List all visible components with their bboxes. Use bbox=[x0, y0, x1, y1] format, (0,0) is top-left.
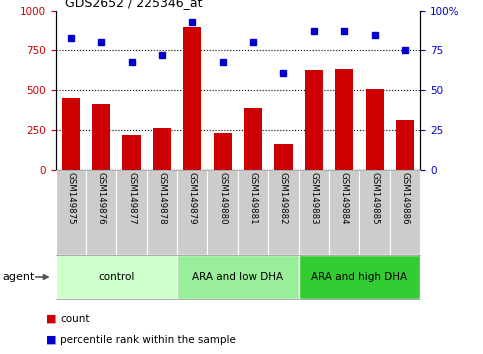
Bar bbox=[213, 133, 232, 170]
Text: agent: agent bbox=[2, 272, 35, 282]
Bar bbox=[274, 144, 293, 170]
Bar bbox=[244, 108, 262, 170]
Text: GSM149885: GSM149885 bbox=[370, 172, 379, 225]
Text: GSM149880: GSM149880 bbox=[218, 172, 227, 225]
Bar bbox=[208, 170, 238, 255]
Bar bbox=[56, 170, 86, 255]
Bar bbox=[298, 170, 329, 255]
Bar bbox=[62, 98, 80, 170]
Bar bbox=[147, 170, 177, 255]
Bar bbox=[359, 170, 390, 255]
Text: GSM149882: GSM149882 bbox=[279, 172, 288, 225]
Text: GSM149875: GSM149875 bbox=[66, 172, 75, 225]
Text: control: control bbox=[98, 272, 134, 282]
Text: count: count bbox=[60, 314, 90, 324]
Bar bbox=[238, 170, 268, 255]
Bar bbox=[153, 128, 171, 170]
Text: GSM149877: GSM149877 bbox=[127, 172, 136, 225]
Text: percentile rank within the sample: percentile rank within the sample bbox=[60, 335, 236, 345]
Bar bbox=[335, 69, 354, 170]
Text: ARA and high DHA: ARA and high DHA bbox=[312, 272, 408, 282]
Bar bbox=[183, 27, 201, 170]
Text: GSM149883: GSM149883 bbox=[309, 172, 318, 225]
Bar bbox=[305, 69, 323, 170]
Bar bbox=[366, 89, 384, 170]
Text: GSM149881: GSM149881 bbox=[249, 172, 257, 225]
Text: GSM149876: GSM149876 bbox=[97, 172, 106, 225]
Bar bbox=[177, 170, 208, 255]
Text: ■: ■ bbox=[46, 335, 57, 345]
Text: ARA and low DHA: ARA and low DHA bbox=[192, 272, 284, 282]
Bar bbox=[56, 255, 177, 299]
Text: GSM149886: GSM149886 bbox=[400, 172, 410, 225]
Bar bbox=[298, 255, 420, 299]
Bar bbox=[86, 170, 116, 255]
Bar bbox=[177, 255, 298, 299]
Bar bbox=[329, 170, 359, 255]
Text: GDS2652 / 225346_at: GDS2652 / 225346_at bbox=[65, 0, 203, 9]
Text: GSM149884: GSM149884 bbox=[340, 172, 349, 225]
Text: GSM149878: GSM149878 bbox=[157, 172, 167, 225]
Bar bbox=[268, 170, 298, 255]
Bar bbox=[122, 135, 141, 170]
Bar bbox=[116, 170, 147, 255]
Bar bbox=[396, 120, 414, 170]
Text: GSM149879: GSM149879 bbox=[188, 172, 197, 225]
Bar bbox=[390, 170, 420, 255]
Text: ■: ■ bbox=[46, 314, 57, 324]
Bar bbox=[92, 104, 110, 170]
